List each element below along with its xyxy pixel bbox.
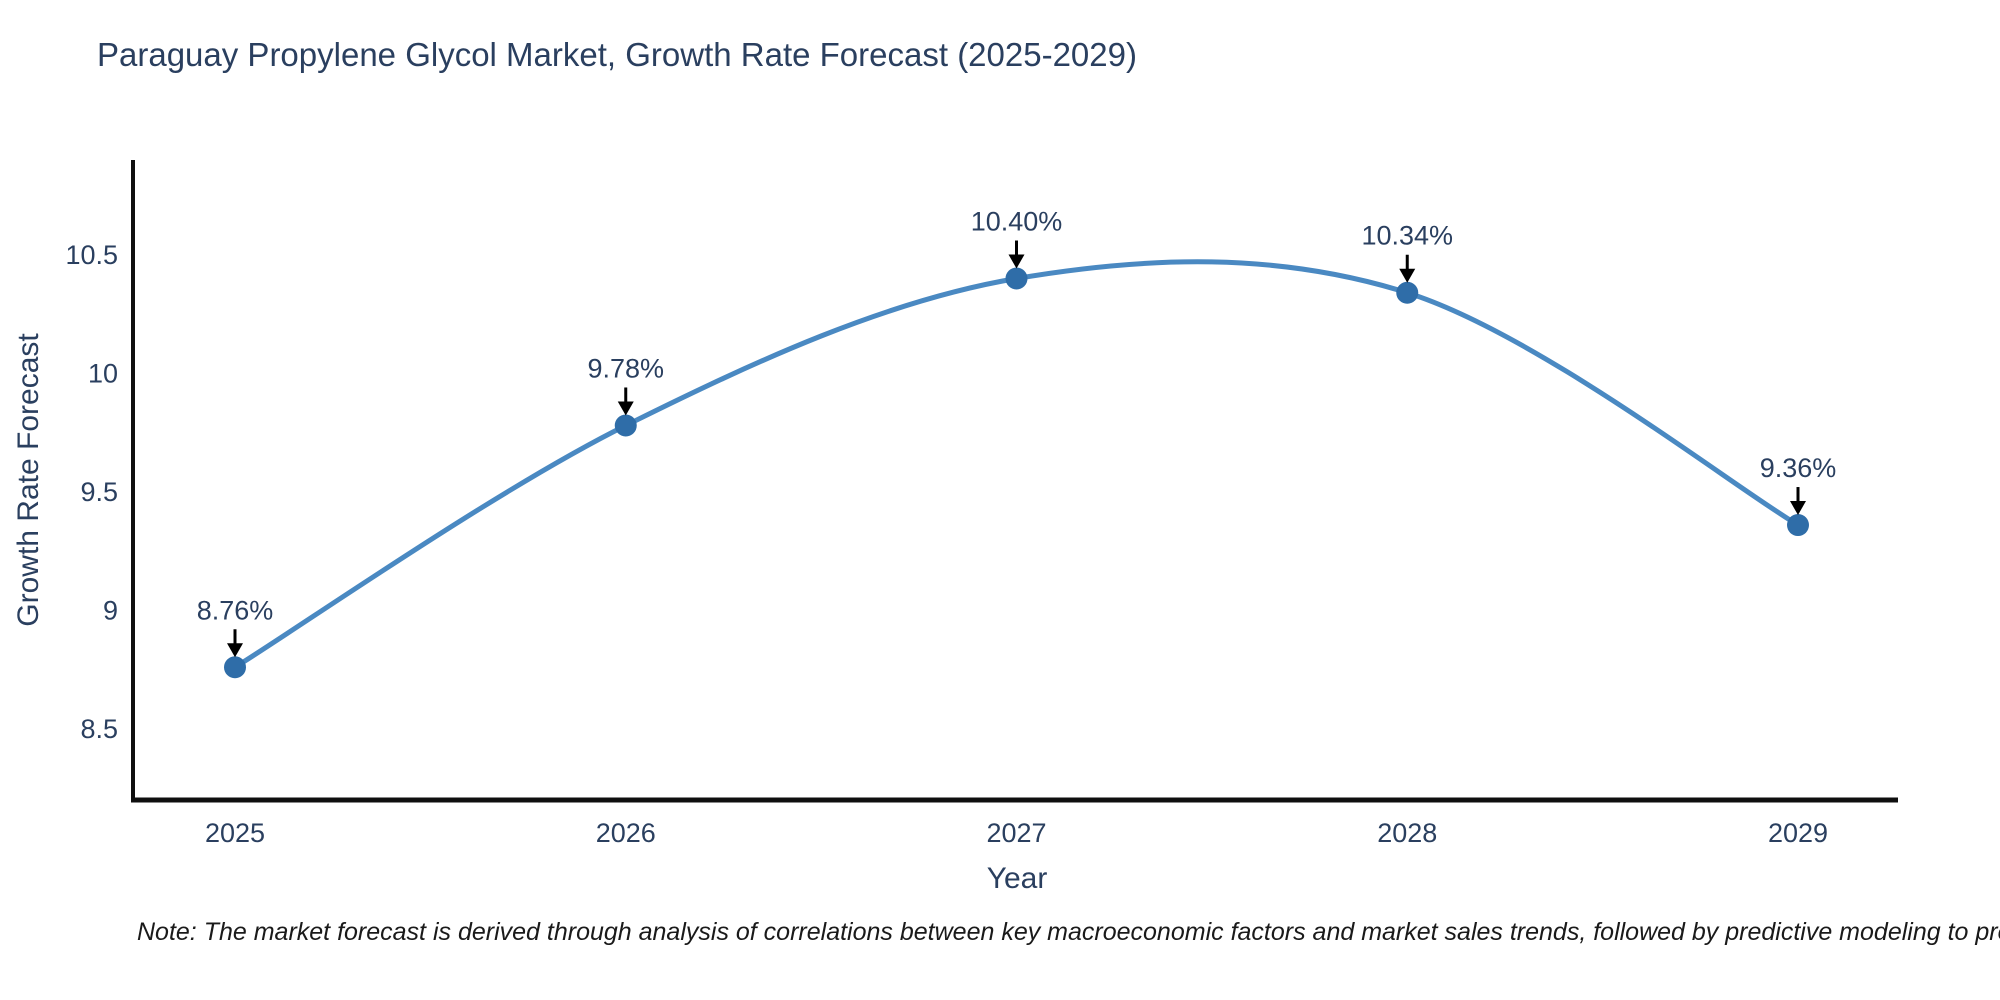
data-point-marker [614,414,637,437]
annotation-arrowhead-icon [1790,501,1806,516]
data-point-marker [1396,281,1419,304]
x-tick-label: 2028 [1377,818,1437,848]
annotation-arrowhead-icon [1008,254,1025,269]
series-layer [224,259,1809,679]
series-line [232,259,1801,670]
y-tick-label: 9.5 [80,477,118,507]
annotation-arrowhead-icon [617,401,634,416]
annotation-arrowhead-icon [227,643,243,658]
x-tick-label: 2026 [596,818,656,848]
y-tick-label: 8.5 [80,714,118,744]
data-point-marker [1787,514,1809,537]
data-point-marker [224,656,246,679]
point-annotation-label: 10.40% [971,207,1063,237]
x-axis-title: Year [987,862,1048,895]
annotation-arrowhead-icon [1399,268,1416,283]
x-tick-label: 2025 [205,818,265,848]
chart-title: Paraguay Propylene Glycol Market, Growth… [97,36,1137,73]
annotations-layer: 8.76% 9.78% 10.40% 10.34% 9.36% [197,207,1837,658]
y-tick-label: 10 [88,358,118,388]
ticks-layer: 8.5 9 9.5 10 10.5 2025 2026 2027 2028 2029 [65,240,1828,848]
point-annotation-label: 10.34% [1361,221,1453,251]
point-annotation-label: 8.76% [197,595,274,625]
y-axis-title: Growth Rate Forecast [12,333,45,627]
point-annotation-label: 9.36% [1760,453,1837,483]
y-tick-label: 10.5 [65,240,118,270]
x-tick-label: 2027 [986,818,1046,848]
x-tick-label: 2029 [1768,818,1828,848]
y-tick-label: 9 [103,595,118,625]
footnote: Note: The market forecast is derived thr… [137,918,2000,946]
data-point-marker [1005,267,1028,290]
point-annotation-label: 9.78% [587,353,664,383]
